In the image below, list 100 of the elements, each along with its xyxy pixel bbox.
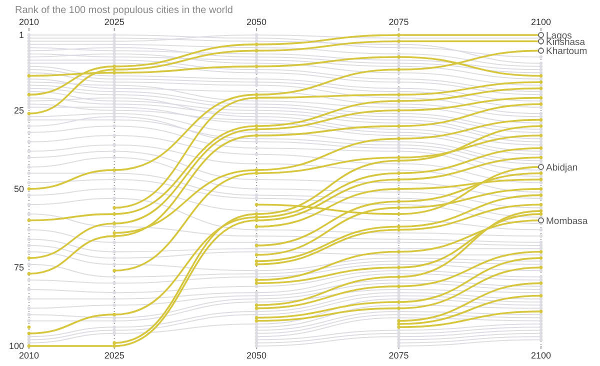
point (27, 140, 31, 144)
point (397, 121, 400, 125)
point (397, 284, 400, 288)
point (27, 156, 31, 160)
point (27, 96, 31, 100)
point (539, 281, 543, 285)
point (539, 196, 543, 200)
point (539, 112, 543, 116)
point (112, 224, 116, 228)
point (539, 338, 543, 342)
point (112, 250, 116, 254)
point (254, 300, 258, 304)
point (397, 278, 400, 282)
point (27, 194, 31, 197)
point (397, 240, 400, 244)
point (254, 130, 258, 134)
point (112, 33, 116, 37)
point (397, 172, 400, 175)
point (539, 240, 543, 244)
point (539, 134, 543, 138)
point (397, 124, 400, 128)
point (27, 106, 31, 109)
point (539, 74, 543, 78)
point (254, 99, 258, 103)
point (254, 42, 258, 46)
point (539, 228, 543, 232)
point (27, 244, 31, 248)
point (112, 62, 116, 65)
point (539, 259, 543, 263)
point (397, 46, 400, 50)
point (539, 194, 543, 197)
point (112, 143, 116, 147)
point (397, 180, 400, 184)
point (27, 77, 31, 81)
point (539, 121, 543, 125)
point (254, 124, 258, 128)
point (539, 77, 543, 81)
point (27, 218, 31, 222)
point (254, 312, 258, 316)
point (397, 55, 400, 59)
x-tick-label: 2010 (18, 350, 40, 360)
point (397, 316, 400, 320)
point (539, 71, 543, 74)
point (254, 202, 258, 206)
point (254, 168, 258, 172)
point (112, 71, 116, 74)
point (539, 152, 543, 156)
point (539, 278, 543, 282)
y-tick-label: 50 (14, 184, 24, 194)
point (112, 325, 116, 329)
point (539, 150, 543, 153)
point (112, 316, 116, 320)
x2-tick-label: 2100 (530, 17, 552, 27)
point (397, 303, 400, 307)
point (397, 40, 400, 43)
point (397, 228, 400, 232)
point (539, 250, 543, 254)
point (27, 272, 31, 276)
point (254, 194, 258, 197)
point (539, 290, 543, 294)
point (112, 178, 116, 182)
point (27, 112, 31, 116)
point (112, 187, 116, 191)
point (254, 278, 258, 282)
point (254, 46, 258, 50)
point (539, 294, 543, 298)
point (254, 250, 258, 254)
point (27, 165, 31, 169)
point (112, 312, 116, 316)
point (539, 172, 543, 175)
point (112, 240, 116, 244)
point (539, 266, 543, 270)
point (254, 136, 258, 140)
point (254, 33, 258, 37)
point (27, 332, 31, 336)
point (539, 124, 543, 128)
point (254, 187, 258, 191)
y-tick-label: 1 (18, 30, 24, 40)
point (112, 290, 116, 294)
point (112, 303, 116, 307)
point (539, 55, 543, 59)
point (397, 162, 400, 166)
point (397, 256, 400, 260)
point (397, 128, 400, 131)
point (397, 33, 400, 37)
point (397, 290, 400, 294)
point (254, 152, 258, 156)
point (254, 196, 258, 200)
point (254, 162, 258, 166)
point (539, 102, 543, 106)
point (397, 42, 400, 46)
point (254, 209, 258, 213)
point (254, 146, 258, 150)
point (397, 288, 400, 292)
point (397, 58, 400, 62)
point (397, 218, 400, 222)
point (27, 212, 31, 216)
point (539, 146, 543, 150)
x-tick-label: 2050 (246, 350, 267, 360)
point (254, 172, 258, 175)
